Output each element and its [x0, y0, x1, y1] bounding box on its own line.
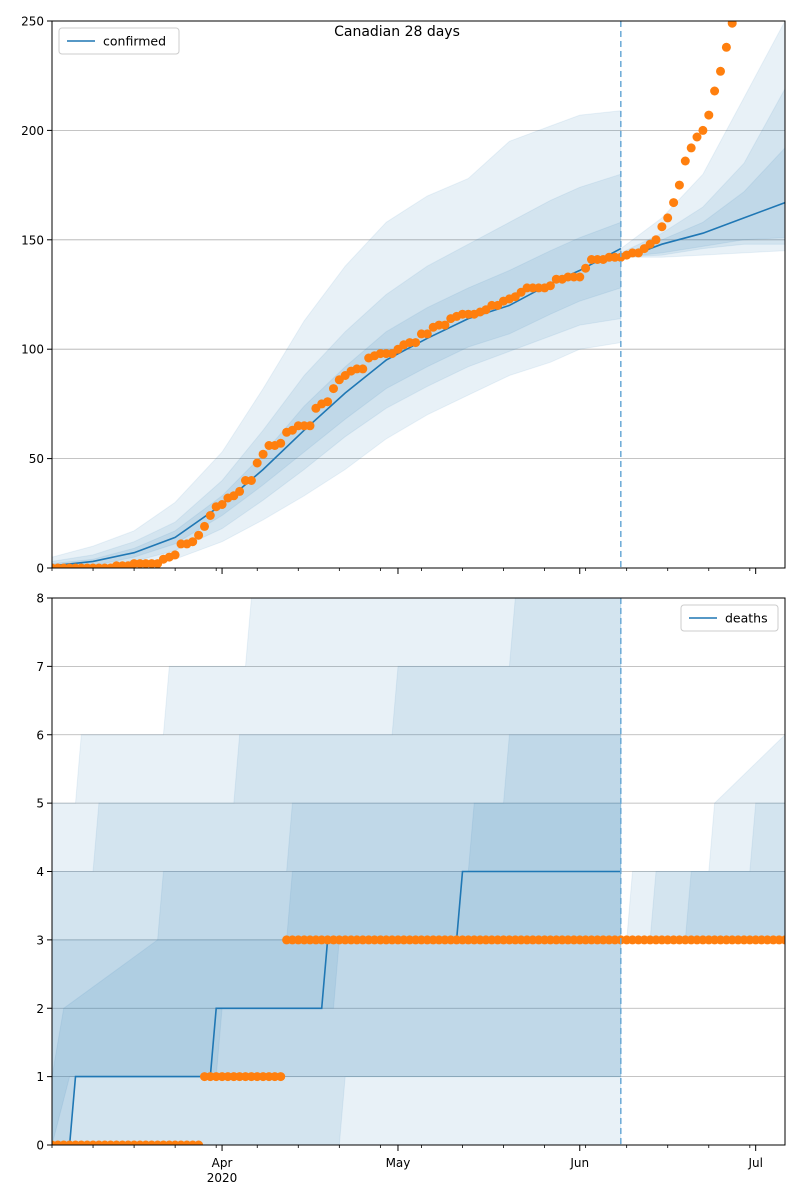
observed-point	[276, 438, 286, 448]
observed-point	[545, 281, 555, 291]
observed-point	[305, 421, 315, 431]
legend-box	[680, 604, 779, 632]
observed-point	[581, 263, 591, 273]
observed-point	[674, 180, 684, 190]
observed-point	[692, 132, 702, 142]
observed-point	[411, 338, 421, 348]
observed-point	[686, 143, 696, 153]
observed-point	[575, 272, 585, 282]
y-tick-label: 150	[21, 233, 44, 247]
legend-label: confirmed	[103, 34, 166, 49]
x-tick-label: Jun	[569, 1156, 589, 1170]
y-tick-label: 50	[29, 452, 44, 466]
observed-point	[669, 198, 679, 208]
observed-point	[276, 1072, 286, 1082]
observed-point	[194, 1140, 204, 1145]
legend: confirmed	[58, 27, 180, 55]
y-tick-label: 0	[36, 1139, 44, 1153]
observed-point	[329, 384, 338, 394]
observed-point	[680, 156, 690, 166]
observed-point	[323, 397, 333, 407]
legend-box	[58, 27, 180, 55]
observed-point	[252, 458, 262, 468]
observed-point	[727, 21, 737, 28]
observed-point	[657, 222, 667, 232]
observed-point	[422, 329, 432, 339]
x-tick-label: Jul	[747, 1156, 762, 1170]
y-tick-label: 8	[36, 592, 44, 606]
legend: deaths	[680, 604, 779, 632]
confidence-band	[620, 88, 785, 258]
y-tick-label: 6	[36, 728, 44, 742]
observed-point	[194, 530, 204, 540]
chart-title: Canadian 28 days	[334, 24, 460, 40]
observed-point	[217, 500, 227, 509]
confidence-band	[620, 802, 785, 941]
confidence-band	[52, 221, 622, 568]
observed-point	[704, 110, 714, 120]
y-tick-label: 3	[36, 933, 44, 947]
observed-point	[721, 42, 731, 52]
observed-point	[258, 449, 268, 459]
observed-point	[200, 521, 209, 531]
observed-point	[246, 476, 256, 485]
observed-point	[440, 320, 450, 330]
deaths-line	[52, 870, 621, 1145]
plot-area	[52, 598, 785, 1145]
observed-point	[698, 125, 708, 135]
confidence-band	[620, 21, 785, 258]
observed-point	[188, 537, 198, 547]
observed-point	[235, 486, 245, 496]
y-tick-label: 250	[21, 15, 44, 29]
observed-point	[205, 511, 215, 520]
axes-frame	[51, 20, 786, 569]
observed-point	[710, 86, 720, 96]
y-tick-label: 5	[36, 797, 44, 811]
observed-point	[716, 66, 725, 76]
observed-point	[651, 235, 661, 245]
confidence-band	[52, 598, 622, 1145]
y-tick-label: 100	[21, 343, 44, 357]
confidence-band	[620, 147, 785, 258]
legend-label: deaths	[725, 611, 768, 626]
confidence-band	[620, 734, 785, 941]
x-tick-year-label: 2020	[207, 1171, 238, 1185]
observed-point	[170, 550, 180, 560]
y-tick-label: 1	[36, 1070, 44, 1084]
y-tick-label: 0	[36, 562, 44, 576]
confidence-band	[52, 598, 622, 1145]
y-tick-label: 2	[36, 1002, 44, 1016]
x-tick-label: Apr	[212, 1156, 233, 1170]
y-tick-label: 200	[21, 124, 44, 138]
observed-point	[663, 213, 673, 223]
plot-area	[52, 21, 785, 568]
observed-point	[780, 935, 785, 945]
observed-point	[358, 364, 368, 374]
confirmed-panel: 0 50 100 150 200 250 confirmed	[21, 15, 786, 576]
y-tick-label: 4	[36, 865, 44, 879]
x-tick-label: May	[386, 1156, 411, 1170]
y-tick-label: 7	[36, 660, 44, 674]
confidence-band	[52, 173, 622, 568]
